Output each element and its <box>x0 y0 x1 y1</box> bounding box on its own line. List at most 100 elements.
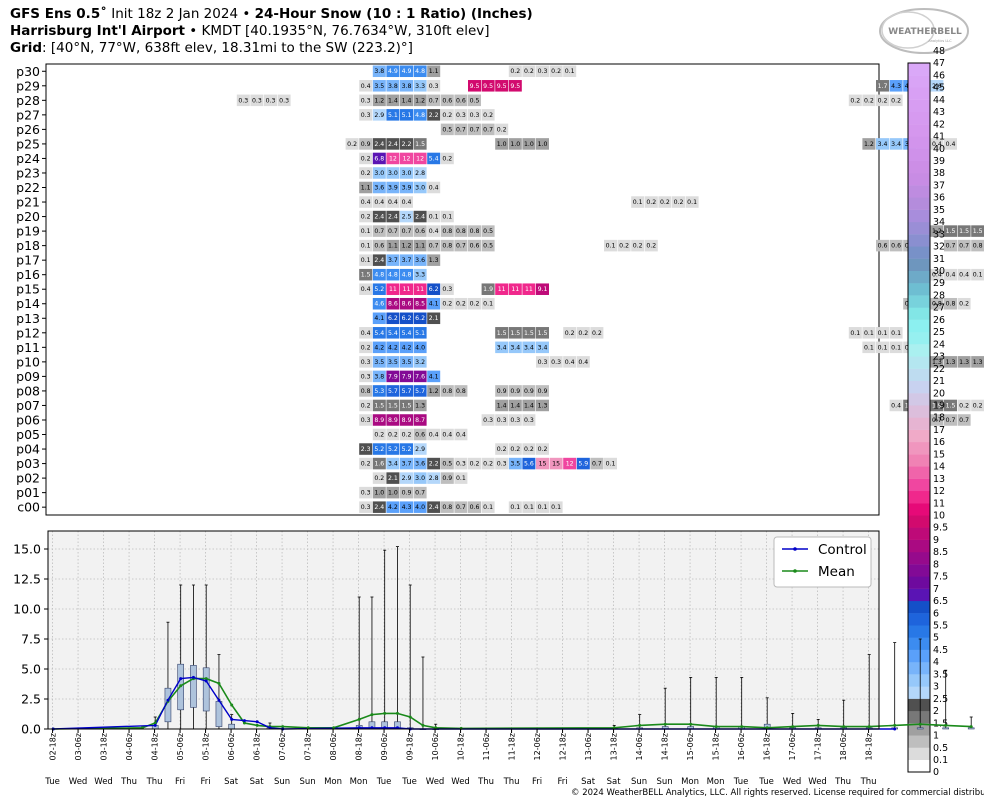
heatmap-cell-value: 8.9 <box>374 417 384 424</box>
member-label-p13: p13 <box>16 311 40 326</box>
heatmap-cell <box>427 312 441 325</box>
heatmap-cell-value: 3.0 <box>388 170 398 177</box>
x-tick-label: 11-18z <box>508 733 517 760</box>
x-day-label: Wed <box>783 777 802 787</box>
heatmap-cell <box>522 414 536 426</box>
heatmap-cell <box>372 80 386 92</box>
heatmap-cell <box>386 80 400 92</box>
model-deg: ˚ <box>100 6 107 22</box>
heatmap-cell <box>386 152 400 165</box>
heatmap-cell <box>386 210 400 223</box>
heatmap-cell-value: 0.3 <box>510 417 520 424</box>
heatmap-cell-value: 3.3 <box>415 272 425 279</box>
y-tick-label: 7.5 <box>21 632 41 647</box>
heatmap-cell <box>372 428 386 441</box>
heatmap-cell-value: 0.1 <box>891 344 901 351</box>
mean-point <box>179 684 183 688</box>
heatmap-cell-value: 0.3 <box>361 112 371 119</box>
heatmap-cell-value: 11 <box>511 286 519 293</box>
heatmap-cell <box>576 356 590 368</box>
heatmap-cell-value: 2.4 <box>374 504 384 511</box>
heatmap-cell <box>400 181 413 194</box>
heatmap-cell <box>386 428 400 441</box>
heatmap-cell <box>400 138 413 150</box>
heatmap-cell-value: 6.8 <box>374 155 384 162</box>
heatmap-cell-value: 5.7 <box>415 388 425 395</box>
x-tick-label: 02-18z <box>49 733 58 760</box>
member-label-p10: p10 <box>16 354 40 369</box>
heatmap-cell <box>400 457 413 470</box>
x-day-label: Wed <box>451 777 470 787</box>
heatmap-cell-value: 3.5 <box>388 359 398 366</box>
heatmap-cell-value: 8.6 <box>388 301 398 308</box>
heatmap-cell-value: 0.2 <box>565 330 575 337</box>
x-day-label: Tue <box>758 777 774 787</box>
heatmap-cell-value: 0.8 <box>442 243 452 250</box>
heatmap-cell-value: 0.3 <box>361 490 371 497</box>
heatmap-cell <box>876 239 889 252</box>
heatmap-cell-value: 1.5 <box>538 330 548 337</box>
heatmap-cell <box>413 109 427 121</box>
box-iqr <box>942 727 950 730</box>
heatmap-cell <box>495 283 509 295</box>
heatmap-cell-value: 1.5 <box>497 330 507 337</box>
mean-point <box>816 723 820 727</box>
heatmap-cell <box>413 399 427 412</box>
heatmap-cell-value: 0.2 <box>524 68 534 75</box>
heatmap-cell-value: 0.3 <box>456 461 466 468</box>
heatmap-cell-value: 2.4 <box>388 214 398 221</box>
heatmap-cell-value: 0.1 <box>442 214 452 221</box>
heatmap-cell <box>359 486 373 499</box>
heatmap-cell <box>372 399 386 412</box>
heatmap-cell <box>427 472 441 484</box>
member-label-p28: p28 <box>16 93 40 108</box>
y-tick-label: 5.0 <box>21 662 41 677</box>
heatmap-cell <box>440 501 454 513</box>
heatmap-cell-value: 0.8 <box>456 228 466 235</box>
heatmap-cell-value: 0.2 <box>551 68 561 75</box>
mean-point <box>421 723 425 727</box>
mean-point <box>842 725 846 729</box>
member-label-p20: p20 <box>16 209 40 224</box>
heatmap-cell <box>386 297 400 310</box>
heatmap-cell-value: 0.4 <box>374 199 384 206</box>
heatmap-cell-value: 0.7 <box>402 228 412 235</box>
heatmap-cell-value: 0.2 <box>973 402 983 409</box>
heatmap-cell-value: 4.1 <box>429 373 439 380</box>
heatmap-cell <box>359 167 373 179</box>
heatmap-cell <box>944 268 957 281</box>
heatmap-cell <box>372 254 386 266</box>
heatmap-cell <box>386 414 400 426</box>
heatmap-cell <box>495 138 509 150</box>
heatmap-cell-value: 3.5 <box>374 359 384 366</box>
heatmap-cell-value: 0.7 <box>959 243 969 250</box>
x-tick-label: 06-06z <box>227 733 236 760</box>
heatmap-cell <box>481 123 495 136</box>
heatmap-cell <box>522 385 536 397</box>
heatmap-cell-value: 4.1 <box>429 301 439 308</box>
heatmap-cell <box>508 385 522 397</box>
box-iqr <box>202 667 210 712</box>
control-point <box>204 679 208 683</box>
heatmap-cell-value: 3.6 <box>415 257 425 264</box>
member-label-p22: p22 <box>16 180 40 195</box>
x-tick-label: 03-06z <box>74 733 83 760</box>
x-tick-label: 16-06z <box>737 733 746 760</box>
heatmap-cell <box>427 385 441 397</box>
heatmap-cell <box>386 268 400 281</box>
heatmap-cell <box>944 356 957 368</box>
heatmap-cell-value: 0.5 <box>483 228 493 235</box>
heatmap-cell-value: 0.5 <box>442 461 452 468</box>
heatmap-cell <box>848 94 862 107</box>
heatmap-cell-value: 0.3 <box>470 112 480 119</box>
heatmap-cell <box>536 356 549 368</box>
heatmap-cell-value: 3.0 <box>402 170 412 177</box>
heatmap-cell <box>386 341 400 354</box>
heatmap-cell-value: 3.4 <box>524 344 534 351</box>
heatmap-cell <box>359 94 373 107</box>
heatmap-cell-value: 3.7 <box>402 461 412 468</box>
heatmap-cell <box>400 385 413 397</box>
box-iqr <box>190 665 197 708</box>
heatmap-cell-value: 5.2 <box>388 446 398 453</box>
heatmap-cell-value: 3.4 <box>538 344 548 351</box>
